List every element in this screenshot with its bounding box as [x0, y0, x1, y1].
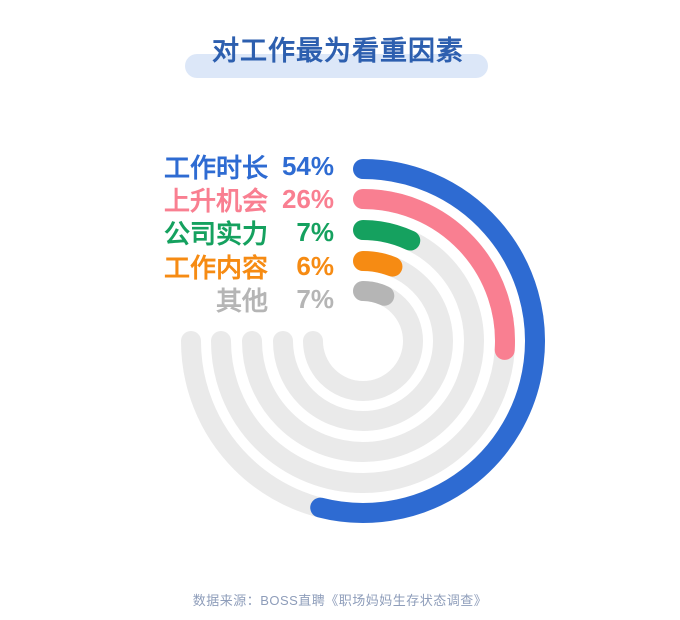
ring-track-2 [242, 220, 484, 462]
chart-legend: 工作时长 54% 上升机会 26% 公司实力 7% 工作内容 6% 其他 7% [40, 150, 334, 316]
legend-value: 7% [296, 283, 334, 314]
legend-row-2: 公司实力 7% [40, 216, 334, 249]
title-highlight-pill [185, 54, 488, 78]
legend-row-1: 上升机会 26% [40, 183, 334, 216]
ring-arc-2 [353, 220, 421, 251]
ring-arc-1 [353, 189, 515, 360]
ring-arc-0 [310, 159, 545, 523]
title-block: 对工作最为看重因素 [0, 0, 680, 90]
ring-arc-4 [353, 281, 395, 306]
legend-label: 其他 [215, 285, 268, 316]
legend-row-3: 工作内容 6% [40, 250, 334, 283]
legend-label: 公司实力 [163, 219, 268, 250]
legend-row-0: 工作时长 54% [40, 150, 334, 183]
legend-label: 工作时长 [163, 153, 268, 184]
legend-value: 54% [281, 151, 334, 182]
legend-value: 26% [281, 184, 334, 215]
page-title: 对工作最为看重因素 [212, 36, 464, 66]
legend-value: 6% [296, 250, 334, 281]
ring-arc-3 [353, 251, 403, 277]
legend-row-4: 其他 7% [40, 283, 334, 316]
ring-track-4 [303, 281, 423, 401]
legend-value: 7% [296, 217, 334, 248]
legend-label: 上升机会 [163, 186, 268, 217]
legend-label: 工作内容 [163, 252, 268, 283]
data-source-caption: 数据来源：BOSS直聘《职场妈妈生存状态调查》 [192, 593, 488, 608]
ring-track-3 [273, 251, 453, 431]
